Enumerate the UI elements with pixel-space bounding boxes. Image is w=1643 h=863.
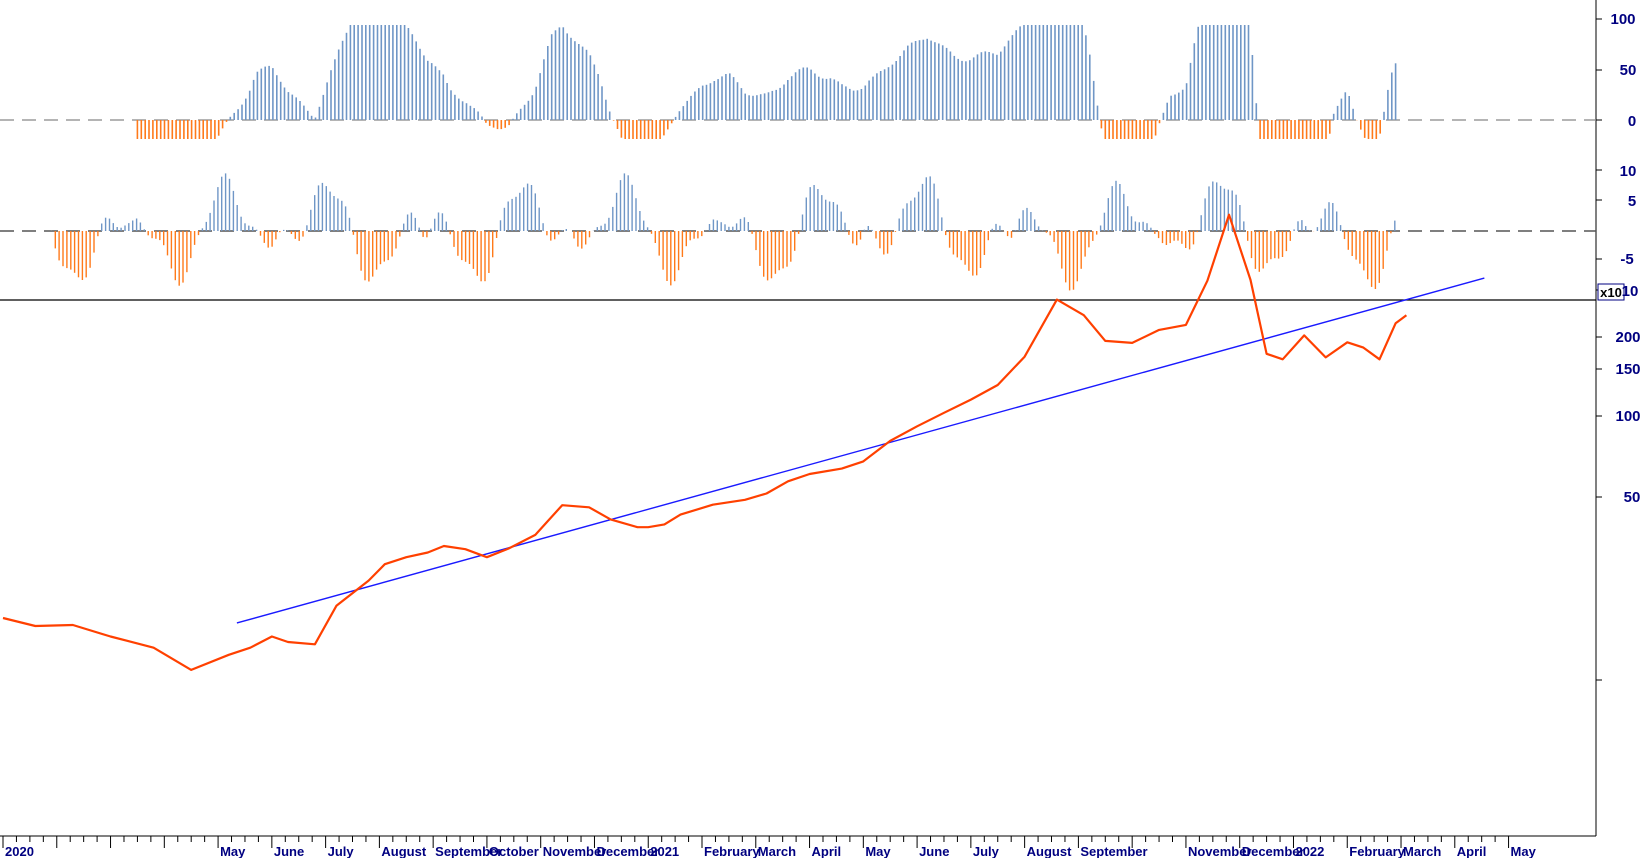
x-axis-label: March	[1403, 844, 1441, 858]
middle-y-tick-label: 10	[1620, 163, 1637, 180]
x-axis-label: September	[1080, 844, 1147, 858]
middle-y-tick-label: 5	[1628, 193, 1636, 210]
x-axis-label: July	[973, 844, 1000, 858]
middle-y-tick-label: -5	[1620, 251, 1633, 268]
upper-y-tick-label: 50	[1620, 62, 1637, 79]
middle-panel-y-axis: 10 5 -5 x10 10	[1596, 163, 1639, 301]
price-y-tick-label: 150	[1615, 361, 1640, 378]
x-axis-label: December	[1242, 844, 1305, 858]
price-y-tick-label: 100	[1615, 408, 1640, 425]
multiplier-label: x10	[1600, 285, 1622, 300]
x-axis-label: April	[1457, 844, 1487, 858]
price-y-tick-label: 200	[1615, 329, 1640, 346]
x-axis-label: 2020	[5, 844, 34, 858]
x-axis-label: March	[758, 844, 796, 858]
upper-panel-bars	[136, 25, 1397, 139]
multiplier-box	[1597, 283, 1625, 301]
x-axis-label: June	[919, 844, 949, 858]
x-axis-label: July	[328, 844, 355, 858]
x-axis-label: May	[1511, 844, 1537, 858]
middle-panel-bars	[50, 173, 1396, 291]
upper-y-tick-label: 0	[1628, 113, 1636, 130]
x-axis-ticks	[2, 836, 1510, 848]
x-axis-label: October	[489, 844, 539, 858]
upper-y-tick-label: 100	[1610, 11, 1635, 28]
price-panel-y-axis: 200 150 100 50	[1596, 329, 1641, 681]
x-axis-label: September	[435, 844, 502, 858]
x-axis-label: August	[381, 844, 426, 858]
price-series-line	[2, 213, 1408, 672]
trendline	[236, 277, 1485, 624]
middle-y-tick-label: 10	[1622, 283, 1639, 300]
x-axis-label: June	[274, 844, 304, 858]
price-y-tick-label: 50	[1624, 489, 1641, 506]
x-axis-label: May	[220, 844, 246, 858]
x-axis-label: November	[1188, 844, 1252, 858]
x-axis-label: May	[865, 844, 891, 858]
x-axis-label: 2021	[650, 844, 679, 858]
x-axis-label: April	[812, 844, 842, 858]
x-axis-label: February	[1349, 844, 1405, 858]
x-axis-label: December	[596, 844, 659, 858]
x-axis-label: August	[1027, 844, 1072, 858]
x-axis-label: 2022	[1295, 844, 1324, 858]
x-axis-label: February	[704, 844, 760, 858]
upper-panel-y-axis: 100 50 0	[1596, 11, 1636, 130]
x-axis-label: November	[543, 844, 607, 858]
